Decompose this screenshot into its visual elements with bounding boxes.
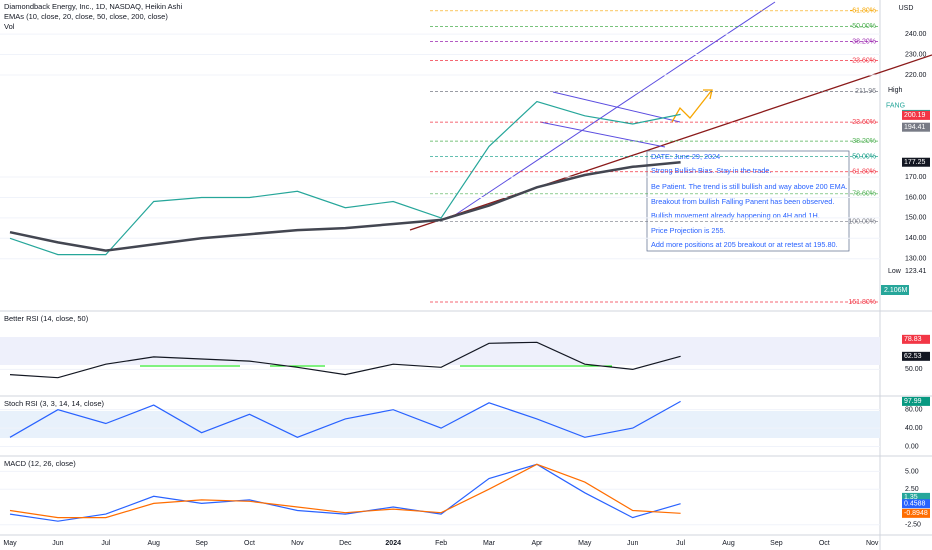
- fib-label: 211.96: [855, 88, 876, 95]
- low-label: Low: [888, 268, 902, 275]
- x-tick-label: Oct: [819, 540, 830, 547]
- y-tick-label: 50.00: [905, 366, 923, 373]
- price-label: 62.53: [904, 353, 922, 360]
- x-tick-label: Nov: [291, 540, 304, 547]
- series-line: [9, 100, 681, 256]
- x-tick-label: Sep: [195, 540, 208, 547]
- x-tick-label: Jul: [676, 540, 685, 547]
- x-tick-label: Aug: [722, 540, 735, 547]
- annotation-line: Price Projection is 255.: [651, 226, 726, 235]
- panel-title: MACD (12, 26, close): [4, 459, 76, 468]
- x-tick-label: Oct: [244, 540, 255, 547]
- annotation-line: Add more positions at 205 breakout or at…: [651, 240, 838, 249]
- price-label: 194.41: [904, 124, 926, 131]
- price-label: 0.4588: [904, 501, 926, 508]
- y-tick-label: 230.00: [905, 51, 927, 58]
- series-line: [9, 463, 681, 522]
- x-tick-label: Nov: [866, 540, 879, 547]
- price-label: 1.35: [904, 494, 918, 501]
- fib-label: 38.20%: [852, 138, 876, 145]
- price-label-bg: [902, 110, 930, 120]
- vol-legend: Vol: [4, 22, 15, 31]
- y-tick-label: 140.00: [905, 235, 927, 242]
- x-tick-label: Apr: [531, 540, 543, 547]
- y-tick-label: 170.00: [905, 174, 927, 181]
- y-tick-label: 240.00: [905, 31, 927, 38]
- high-label: High: [888, 87, 903, 94]
- y-tick-label: 160.00: [905, 194, 927, 201]
- price-label-bg: [902, 157, 930, 167]
- y-tick-label: 0.00: [905, 443, 919, 450]
- ema-legend: EMAs (10, close, 20, close, 50, close, 2…: [4, 12, 168, 21]
- x-tick-label: Sep: [770, 540, 783, 547]
- x-tick-label: May: [3, 540, 17, 547]
- fib-label: 100.00%: [848, 218, 876, 225]
- low-price: 123.41: [905, 268, 927, 275]
- y-tick-label: 80.00: [905, 407, 923, 414]
- x-tick-label: Aug: [147, 540, 160, 547]
- trend-line: [454, 1, 776, 216]
- price-label-bg: [902, 499, 930, 509]
- y-tick-label: 2.50: [905, 486, 919, 493]
- trend-line: [409, 54, 932, 231]
- fib-label: 161.80%: [848, 299, 876, 306]
- y-tick-label: 130.00: [905, 256, 927, 263]
- price-label: 97.99: [904, 398, 922, 405]
- channel-line: [552, 91, 681, 123]
- x-tick-label: Jul: [101, 540, 110, 547]
- y-tick-label: 220.00: [905, 72, 927, 79]
- price-label: 78.83: [904, 336, 922, 343]
- y-tick-label: 40.00: [905, 425, 923, 432]
- price-label-bg: [902, 334, 930, 344]
- series-line: [9, 160, 681, 252]
- y-tick-label: 150.00: [905, 215, 927, 222]
- x-tick-label: 2024: [385, 540, 401, 547]
- currency: USD: [899, 5, 914, 12]
- annotation-line: Breakout from bullish Falling Panent has…: [651, 197, 834, 206]
- y-tick-label: -2.50: [905, 522, 921, 529]
- arrow-head: [703, 89, 713, 100]
- price-label-bg: [902, 122, 930, 132]
- fib-label: 50.00%: [852, 153, 876, 160]
- price-label: 200.19: [904, 112, 926, 119]
- volume-label: 2.106M: [884, 287, 908, 294]
- x-tick-label: Feb: [435, 540, 447, 547]
- series-line: [9, 400, 681, 438]
- fib-label: 61.80%: [852, 169, 876, 176]
- price-label: -0.8948: [904, 510, 928, 517]
- fib-label: -23.60%: [850, 57, 876, 64]
- y-tick-label: 5.00: [905, 468, 919, 475]
- series-line: [9, 341, 681, 379]
- series-line: [9, 463, 681, 519]
- panel-title: Stoch RSI (3, 3, 14, 14, close): [4, 399, 105, 408]
- price-label-bg: [902, 351, 930, 361]
- price-label-bg: [902, 492, 930, 502]
- symbol-title: Diamondback Energy, Inc., 1D, NASDAQ, He…: [4, 2, 183, 11]
- x-tick-label: Dec: [339, 540, 352, 547]
- x-tick-label: Mar: [483, 540, 496, 547]
- x-tick-label: Jun: [627, 540, 638, 547]
- stoch-band: [0, 411, 880, 438]
- series-name: FANG: [886, 102, 905, 109]
- annotation-line: Be Patient. The trend is still bullish a…: [651, 182, 848, 191]
- channel-line: [539, 121, 666, 148]
- panel-title: Better RSI (14, close, 50): [4, 314, 89, 323]
- fib-label: -50.00%: [850, 23, 876, 30]
- price-label-bg: [902, 396, 930, 406]
- x-tick-label: May: [578, 540, 592, 547]
- annotation-box: [646, 150, 850, 252]
- annotation-line: Strong Bullish Bias. Stay in the trade.: [651, 166, 771, 175]
- volume-label-bg: [881, 285, 909, 295]
- fib-label: 23.60%: [852, 119, 876, 126]
- x-tick-label: Jun: [52, 540, 63, 547]
- fib-label: -61.80%: [850, 8, 876, 15]
- fib-label: 78.60%: [852, 191, 876, 198]
- rsi-band: [0, 337, 880, 365]
- annotation-line: Bullish movement already happening on 4H…: [651, 211, 820, 220]
- fib-label: -38.20%: [850, 39, 876, 46]
- price-label-bg: [902, 508, 930, 518]
- price-label: 177.25: [904, 159, 926, 166]
